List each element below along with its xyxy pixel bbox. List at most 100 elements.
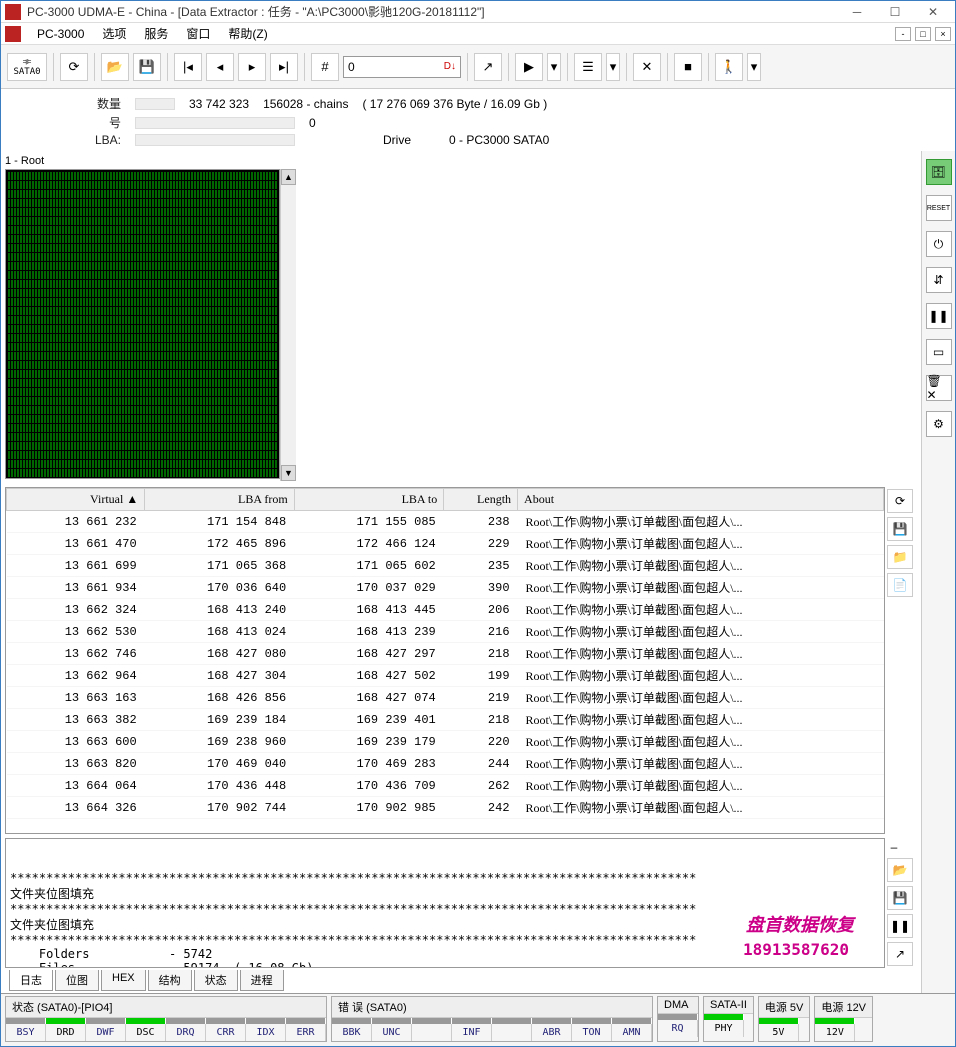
minimize-button[interactable]: ─ [839, 2, 875, 22]
sector-cell [143, 316, 145, 324]
sector-cell [191, 298, 193, 306]
tab-0[interactable]: 日志 [9, 970, 53, 991]
sector-cell [56, 388, 58, 396]
rs-tune-button[interactable]: ⚙ [926, 411, 952, 437]
table-row[interactable]: 13 661 470172 465 896172 466 124229Root\… [7, 533, 884, 555]
maximize-button[interactable]: ☐ [877, 2, 913, 22]
rs-connect-button[interactable]: ⇵ [926, 267, 952, 293]
table-column-header[interactable]: LBA to [294, 489, 444, 511]
first-button[interactable]: |◂ [174, 53, 202, 81]
side-folder-button[interactable]: 📁 [887, 545, 913, 569]
mdi-minimize-button[interactable]: - [895, 27, 911, 41]
sata-button[interactable]: ⟚SATA0 [7, 53, 47, 81]
table-row[interactable]: 13 661 232171 154 848171 155 085238Root\… [7, 511, 884, 533]
sector-cell [224, 280, 226, 288]
log-pause-button[interactable]: ❚❚ [887, 914, 913, 938]
table-row[interactable]: 13 662 964168 427 304168 427 502199Root\… [7, 665, 884, 687]
rs-reset-button[interactable]: RESET [926, 195, 952, 221]
tab-5[interactable]: 进程 [240, 970, 284, 991]
table-column-header[interactable]: Virtual ▲ [7, 489, 145, 511]
table-column-header[interactable]: LBA from [145, 489, 295, 511]
mdi-restore-button[interactable]: □ [915, 27, 931, 41]
side-refresh-button[interactable]: ⟳ [887, 489, 913, 513]
save-button[interactable]: 💾 [133, 53, 161, 81]
close-button[interactable]: ✕ [915, 2, 951, 22]
log-area[interactable]: ****************************************… [5, 838, 885, 968]
menu-options[interactable]: 选项 [94, 23, 134, 44]
rs-delete-button[interactable]: 🗑✕ [926, 375, 952, 401]
stop-button[interactable]: ■ [674, 53, 702, 81]
list-button[interactable]: ☰ [574, 53, 602, 81]
menu-service[interactable]: 服务 [136, 23, 176, 44]
data-table[interactable]: Virtual ▲LBA fromLBA toLengthAbout 13 66… [5, 487, 885, 834]
side-file-button[interactable]: 📄 [887, 573, 913, 597]
tools-button[interactable]: ✕ [633, 53, 661, 81]
sector-map[interactable] [5, 169, 280, 479]
table-row[interactable]: 13 663 382169 239 184169 239 401218Root\… [7, 709, 884, 731]
table-row[interactable]: 13 663 820170 469 040170 469 283244Root\… [7, 753, 884, 775]
play-button[interactable]: ▶ [515, 53, 543, 81]
address-input[interactable]: 0 D↓ [343, 56, 461, 78]
app-icon [5, 4, 21, 20]
sector-cell [116, 181, 118, 189]
scroll-down-icon[interactable]: ▼ [281, 465, 296, 481]
table-row[interactable]: 13 663 163168 426 856168 427 074219Root\… [7, 687, 884, 709]
table-row[interactable]: 13 664 064170 436 448170 436 709262Root\… [7, 775, 884, 797]
table-row[interactable]: 13 661 699171 065 368171 065 602235Root\… [7, 555, 884, 577]
table-row[interactable]: 13 662 746168 427 080168 427 297218Root\… [7, 643, 884, 665]
sector-cell [107, 325, 109, 333]
prev-button[interactable]: ◂ [206, 53, 234, 81]
sector-cell [146, 469, 148, 477]
next-button[interactable]: ▸ [238, 53, 266, 81]
exit-dropdown[interactable]: ▾ [747, 53, 761, 81]
menu-pc3000[interactable]: PC-3000 [29, 25, 92, 43]
sector-cell [173, 433, 175, 441]
sector-cell [206, 379, 208, 387]
export-button[interactable]: ↗ [474, 53, 502, 81]
sector-cell [191, 289, 193, 297]
side-save-button[interactable]: 💾 [887, 517, 913, 541]
sector-cell [65, 208, 67, 216]
play-dropdown[interactable]: ▾ [547, 53, 561, 81]
rs-db-button[interactable]: 🗄 [926, 159, 952, 185]
log-open-button[interactable]: 📂 [887, 858, 913, 882]
last-button[interactable]: ▸| [270, 53, 298, 81]
exit-button[interactable]: 🚶 [715, 53, 743, 81]
menu-window[interactable]: 窗口 [178, 23, 218, 44]
sector-cell [245, 361, 247, 369]
tab-3[interactable]: 结构 [148, 970, 192, 991]
table-row[interactable]: 13 662 324168 413 240168 413 445206Root\… [7, 599, 884, 621]
table-row[interactable]: 13 663 600169 238 960169 239 179220Root\… [7, 731, 884, 753]
log-close-icon[interactable]: – [887, 840, 901, 854]
table-cell: 229 [444, 533, 518, 555]
table-row[interactable]: 13 664 326170 902 744170 902 985242Root\… [7, 797, 884, 819]
log-save-button[interactable]: 💾 [887, 886, 913, 910]
grid-button[interactable]: # [311, 53, 339, 81]
table-column-header[interactable]: Length [444, 489, 518, 511]
sector-cell [77, 307, 79, 315]
sector-cell [77, 280, 79, 288]
sector-cell [119, 442, 121, 450]
table-row[interactable]: 13 661 934170 036 640170 037 029390Root\… [7, 577, 884, 599]
tab-4[interactable]: 状态 [194, 970, 238, 991]
rs-pause-button[interactable]: ❚❚ [926, 303, 952, 329]
scroll-up-icon[interactable]: ▲ [281, 169, 296, 185]
table-row[interactable]: 13 662 530168 413 024168 413 239216Root\… [7, 621, 884, 643]
rs-power-button[interactable]: ⏻ [926, 231, 952, 257]
table-column-header[interactable]: About [518, 489, 884, 511]
log-export-button[interactable]: ↗ [887, 942, 913, 966]
list-dropdown[interactable]: ▾ [606, 53, 620, 81]
tab-2[interactable]: HEX [101, 970, 146, 991]
sector-cell [263, 181, 265, 189]
tab-1[interactable]: 位图 [55, 970, 99, 991]
sector-cell [32, 343, 34, 351]
status-led-label: BSY [6, 1024, 46, 1041]
refresh-button[interactable]: ⟳ [60, 53, 88, 81]
open-button[interactable]: 📂 [101, 53, 129, 81]
map-scrollbar[interactable]: ▲ ▼ [280, 169, 296, 481]
rs-chip-button[interactable]: ▭ [926, 339, 952, 365]
menu-help[interactable]: 帮助(Z) [220, 23, 275, 44]
mdi-close-button[interactable]: × [935, 27, 951, 41]
sector-cell [269, 316, 271, 324]
sector-cell [191, 352, 193, 360]
